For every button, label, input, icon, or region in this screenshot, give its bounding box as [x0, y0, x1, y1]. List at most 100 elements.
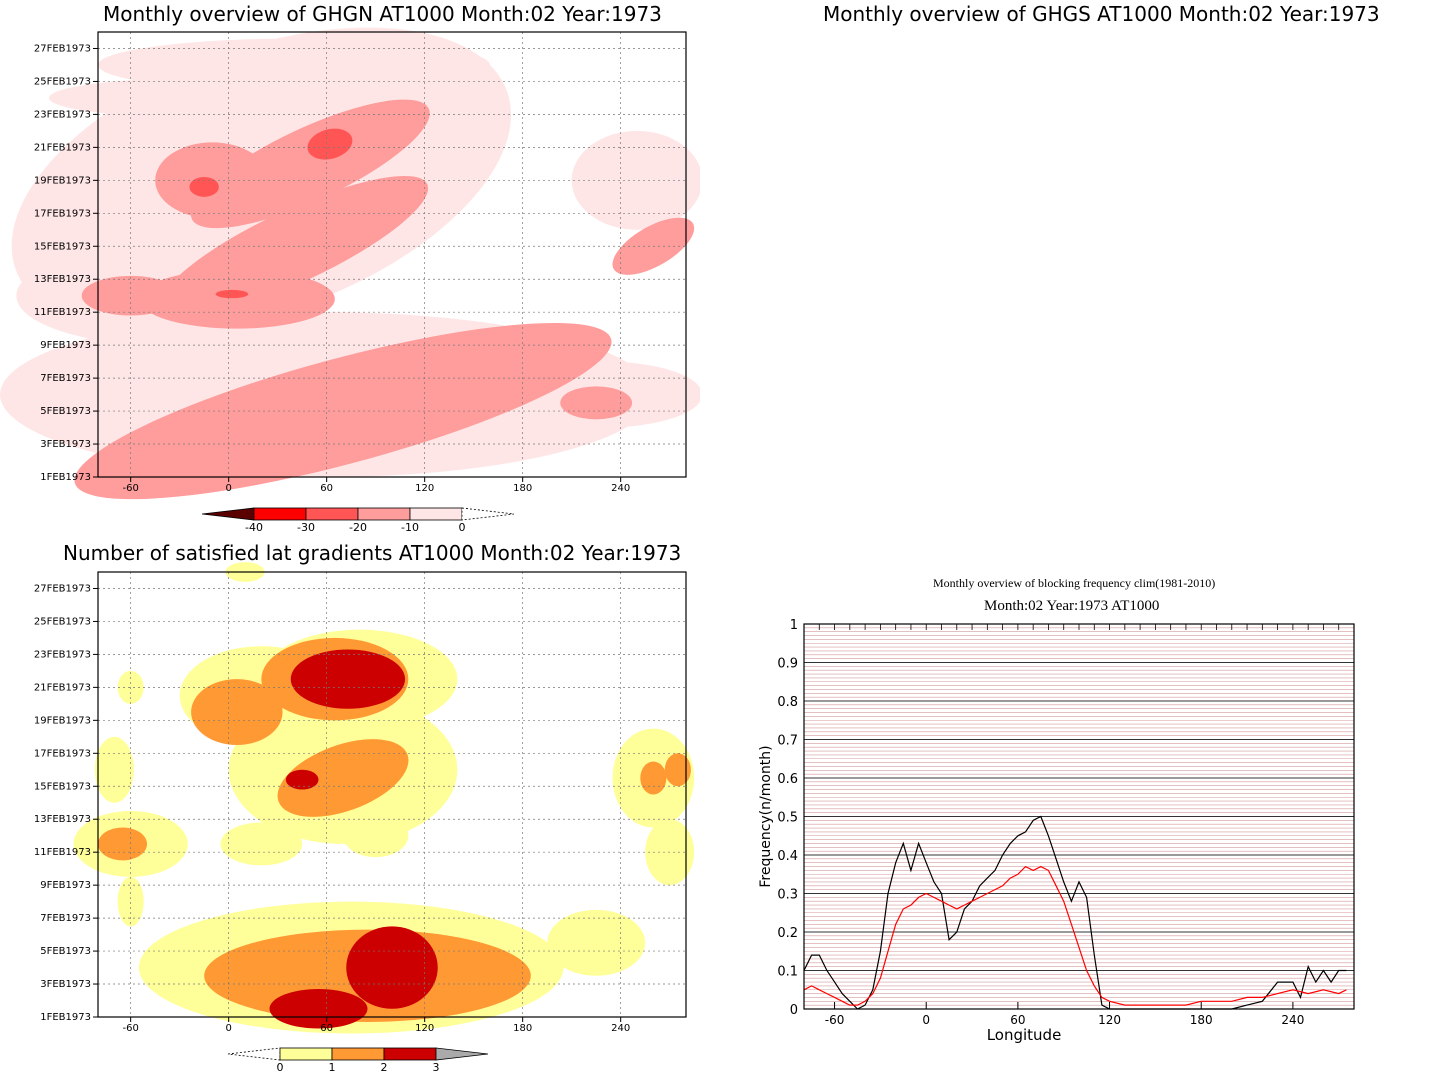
undefined-xtick-label-2: 60 — [320, 483, 333, 494]
undefined-xtick-label-0: -60 — [122, 483, 138, 494]
undefined-ytick-label-10: 7FEB1973 — [40, 373, 91, 384]
undefined-contour-13 — [560, 386, 633, 420]
xtick-label-3: 120 — [1098, 1013, 1121, 1027]
undefined-contour-24 — [269, 988, 368, 1029]
undefined-cbar-label-0: 0 — [277, 1061, 284, 1074]
undefined-ytick-label-2: 23FEB1973 — [34, 649, 91, 660]
ytick-label-10: 1 — [790, 618, 798, 633]
undefined-ytick-label-5: 17FEB1973 — [34, 208, 91, 219]
ytick-label-7: 0.7 — [777, 734, 798, 749]
xtick-label-0: -60 — [825, 1013, 845, 1027]
y-axis-label: Frequency(n/month) — [758, 745, 774, 887]
undefined-contour-8 — [547, 909, 646, 976]
undefined-cbar-label-3: 3 — [433, 1061, 440, 1074]
undefined-xtick-label-0: -60 — [122, 1023, 138, 1034]
undefined-contour-14 — [191, 679, 283, 746]
undefined-cbar-box-2 — [357, 507, 411, 521]
undefined-contour-20 — [664, 753, 691, 787]
undefined-cbar-right-arrow — [435, 1047, 489, 1061]
undefined-ytick-label-4: 19FEB1973 — [34, 175, 91, 186]
undefined-ytick-label-11: 5FEB1973 — [40, 946, 91, 957]
ghgs-heatmap: 27FEB197325FEB197323FEB197321FEB197319FE… — [720, 0, 1440, 540]
panel4-subtitle: Month:02 Year:1973 AT1000 — [984, 598, 1160, 614]
undefined-contour-4 — [220, 822, 303, 866]
blocking-frequency-chart: 0 0.1 0.2 0.3 0.4 0.5 0.6 0.7 0.8 0.9 1 -60 0 60 120 18… — [758, 618, 1355, 1044]
undefined-ytick-label-13: 1FEB1973 — [40, 1012, 91, 1023]
undefined-cbar-box-1 — [331, 1047, 385, 1061]
undefined-contour-22 — [285, 769, 319, 790]
ytick-label-8: 0.8 — [777, 695, 798, 710]
undefined-ytick-label-10: 7FEB1973 — [40, 913, 91, 924]
undefined-xtick-label-1: 0 — [225, 1023, 231, 1034]
xtick-label-5: 240 — [1281, 1013, 1304, 1027]
ytick-label-5: 0.5 — [777, 811, 798, 826]
undefined-ytick-label-1: 25FEB1973 — [34, 616, 91, 627]
undefined-contour-11 — [81, 275, 180, 316]
undefined-contour-21 — [290, 649, 406, 709]
undefined-ytick-label-13: 1FEB1973 — [40, 472, 91, 483]
undefined-cbar-left-arrow — [227, 1047, 281, 1061]
undefined-cbar-box-0 — [279, 1047, 333, 1061]
undefined-cbar-right-arrow — [461, 507, 515, 521]
undefined-cbar-label-3: -10 — [401, 521, 419, 534]
lat-gradients-heatmap: 27FEB197325FEB197323FEB197321FEB197319FE… — [34, 562, 695, 1074]
undefined-ytick-label-0: 27FEB1973 — [34, 583, 91, 594]
undefined-ytick-label-9: 9FEB1973 — [40, 880, 91, 891]
x-axis-label: Longitude — [987, 1026, 1062, 1044]
ghgn-heatmap: 27FEB1973 25FEB1973 23FEB1973 21FEB1973 19FE… — [0, 27, 700, 534]
undefined-xtick-label-5: 240 — [611, 1023, 630, 1034]
xtick-label-2: 60 — [1010, 1013, 1025, 1027]
undefined-cbar-label-1: 1 — [329, 1061, 336, 1074]
undefined-cbar-label-2: -20 — [349, 521, 367, 534]
undefined-xtick-label-1: 0 — [225, 483, 231, 494]
undefined-contour-23 — [346, 926, 438, 1009]
undefined-ytick-label-8: 11FEB1973 — [34, 307, 91, 318]
undefined-ytick-label-2: 23FEB1973 — [34, 109, 91, 120]
undefined-cbar-box-1 — [305, 507, 359, 521]
undefined-cbar-label-2: 2 — [381, 1061, 388, 1074]
undefined-contour-15 — [307, 128, 353, 160]
undefined-xtick-label-5: 240 — [611, 483, 630, 494]
ytick-label-0: 0 — [790, 1003, 798, 1018]
undefined-cbar-left-arrow — [201, 507, 255, 521]
undefined-cbar-box-2 — [383, 1047, 437, 1061]
undefined-ytick-label-3: 21FEB1973 — [34, 682, 91, 693]
panel3-title: Number of satisfied lat gradients AT1000… — [63, 541, 682, 565]
undefined-ytick-label-6: 15FEB1973 — [34, 241, 91, 252]
undefined-ytick-label-3: 21FEB1973 — [34, 142, 91, 153]
undefined-ytick-label-7: 13FEB1973 — [34, 274, 91, 285]
undefined-frame — [97, 31, 687, 478]
undefined-frame — [97, 571, 687, 1018]
undefined-cbar-box-0 — [253, 507, 307, 521]
undefined-xtick-label-4: 180 — [513, 483, 532, 494]
undefined-contour-11 — [117, 876, 144, 927]
ytick-label-6: 0.6 — [777, 772, 798, 787]
xtick-label-1: 0 — [922, 1013, 930, 1027]
undefined-ytick-label-12: 3FEB1973 — [40, 979, 91, 990]
undefined-ytick-label-11: 5FEB1973 — [40, 406, 91, 417]
undefined-ytick-label-4: 19FEB1973 — [34, 715, 91, 726]
undefined-xtick-label-4: 180 — [513, 1023, 532, 1034]
undefined-ytick-label-8: 11FEB1973 — [34, 847, 91, 858]
undefined-contour-10 — [138, 269, 335, 329]
undefined-contour-16 — [189, 177, 219, 197]
undefined-xtick-label-3: 120 — [415, 1023, 434, 1034]
undefined-contour-6 — [571, 130, 700, 230]
undefined-ytick-label-5: 17FEB1973 — [34, 748, 91, 759]
ytick-label-4: 0.4 — [777, 849, 798, 864]
undefined-xtick-label-2: 60 — [320, 1023, 333, 1034]
xtick-label-4: 180 — [1190, 1013, 1213, 1027]
undefined-ytick-label-6: 15FEB1973 — [34, 781, 91, 792]
panel4-title: Monthly overview of blocking frequency c… — [933, 576, 1216, 590]
undefined-contour-7 — [94, 736, 134, 803]
undefined-ytick-label-9: 9FEB1973 — [40, 340, 91, 351]
undefined-contour-16 — [277, 739, 409, 817]
plot-frame — [803, 623, 1355, 1010]
panel2-title: Monthly overview of GHGS AT1000 Month:02… — [823, 2, 1380, 26]
undefined-ytick-label-7: 13FEB1973 — [34, 814, 91, 825]
ytick-label-9: 0.9 — [777, 657, 798, 672]
undefined-xtick-label-3: 120 — [415, 483, 434, 494]
panel1-title: Monthly overview of GHGN AT1000 Month:02… — [103, 2, 662, 26]
undefined-ytick-label-0: 27FEB1973 — [34, 43, 91, 54]
undefined-ytick-label-12: 3FEB1973 — [40, 439, 91, 450]
